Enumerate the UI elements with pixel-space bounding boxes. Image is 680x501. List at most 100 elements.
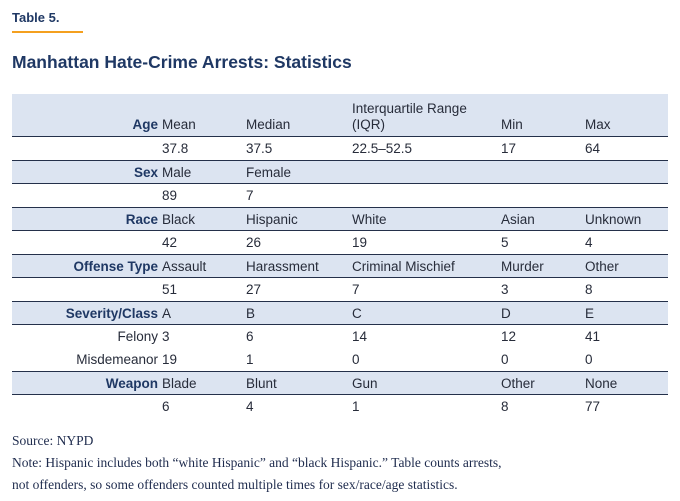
value-cell: 7 xyxy=(352,282,360,297)
note-line-1: Note: Hispanic includes both “white Hisp… xyxy=(12,455,502,470)
value-cell: Blunt xyxy=(246,375,277,391)
value-cell: 41 xyxy=(585,329,601,344)
value-cell: Criminal Mischief xyxy=(352,258,455,274)
value-cell xyxy=(497,161,581,184)
value-cell: 4 xyxy=(585,235,593,250)
value-cell: 89 xyxy=(162,188,178,203)
table-data-row: 37.8 37.5 22.5–52.5 17 64 xyxy=(12,137,668,161)
value-cell: 1 xyxy=(352,399,360,414)
row-label-cell: Weapon xyxy=(105,375,158,391)
table-data-row: 6 4 1 8 77 xyxy=(12,395,668,419)
table-footer: Source: NYPD Note: Hispanic includes bot… xyxy=(12,430,668,496)
row-label-cell xyxy=(12,137,158,161)
row-label-cell: Felony xyxy=(117,329,158,344)
value-cell: 42 xyxy=(162,235,178,250)
page-title: Manhattan Hate-Crime Arrests: Statistics xyxy=(12,52,352,72)
row-label-cell: Offense Type xyxy=(73,258,158,274)
value-cell: 22.5–52.5 xyxy=(352,141,413,156)
value-cell: 19 xyxy=(352,235,368,250)
value-cell: Gun xyxy=(352,375,378,391)
value-cell: Asian xyxy=(501,211,535,227)
value-cell: 7 xyxy=(246,188,254,203)
table-data-row: Misdemeanor 19 1 0 0 0 xyxy=(12,348,668,372)
value-cell: 77 xyxy=(585,399,601,414)
value-cell: 37.5 xyxy=(246,141,273,156)
value-cell: 4 xyxy=(246,399,254,414)
value-cell: Murder xyxy=(501,258,544,274)
row-label-cell: Misdemeanor xyxy=(76,352,158,367)
value-cell xyxy=(348,184,497,208)
value-cell: 8 xyxy=(501,399,509,414)
value-cell: None xyxy=(585,375,618,391)
value-cell: Unknown xyxy=(585,211,642,227)
value-cell: 0 xyxy=(585,352,593,367)
row-label-cell xyxy=(12,184,158,208)
value-cell: 64 xyxy=(585,141,601,156)
value-cell: Male xyxy=(162,164,192,180)
value-cell xyxy=(497,184,581,208)
value-cell: 3 xyxy=(162,329,170,344)
row-label-cell: Age xyxy=(132,117,158,132)
value-cell: 51 xyxy=(162,282,178,297)
row-label-cell: Sex xyxy=(133,164,158,180)
value-cell xyxy=(581,161,668,184)
table-header-row: Offense Type Assault Harassment Criminal Mi… xyxy=(12,254,668,278)
value-cell: Other xyxy=(585,258,619,274)
value-cell: D xyxy=(501,305,511,321)
table-header-row: Age Mean Median Interquartile Range (IQR) Mi… xyxy=(12,94,668,137)
value-cell: Hispanic xyxy=(246,211,298,227)
value-cell: C xyxy=(352,305,362,321)
accent-rule xyxy=(12,31,83,33)
value-cell: Interquartile Range (IQR) xyxy=(352,101,467,132)
value-cell: A xyxy=(162,305,172,321)
value-cell: 3 xyxy=(501,282,509,297)
value-cell: Blade xyxy=(162,375,197,391)
value-cell: 17 xyxy=(501,141,517,156)
note-line-2: not offenders, so some offenders counted… xyxy=(12,477,458,492)
value-cell: E xyxy=(585,305,595,321)
statistics-table: Age Mean Median Interquartile Range (IQR) Mi… xyxy=(12,94,668,418)
value-cell: 37.8 xyxy=(162,141,189,156)
value-cell: Mean xyxy=(162,117,196,132)
value-cell xyxy=(581,184,668,208)
row-label-cell xyxy=(12,395,158,419)
value-cell: 0 xyxy=(352,352,360,367)
value-cell: Assault xyxy=(162,258,207,274)
value-cell: Median xyxy=(246,117,291,132)
value-cell: 12 xyxy=(501,329,517,344)
row-label-cell xyxy=(12,278,158,302)
value-cell xyxy=(348,161,497,184)
value-cell: 5 xyxy=(501,235,509,250)
table-header-row: Severity/Class A B C D E xyxy=(12,301,668,325)
table-data-row: 42 26 19 5 4 xyxy=(12,231,668,255)
row-label-cell xyxy=(12,231,158,255)
value-cell: B xyxy=(246,305,256,321)
stats-table-body: Age Mean Median Interquartile Range (IQR) Mi… xyxy=(12,94,668,418)
table-data-row: 89 7 xyxy=(12,184,668,208)
value-cell: 6 xyxy=(246,329,254,344)
table-data-row: Felony 3 6 14 12 41 xyxy=(12,325,668,349)
value-cell: Other xyxy=(501,375,535,391)
value-cell: 19 xyxy=(162,352,178,367)
value-cell: White xyxy=(352,211,387,227)
source-line: Source: NYPD xyxy=(12,433,94,448)
value-cell: 26 xyxy=(246,235,262,250)
value-cell: 1 xyxy=(246,352,254,367)
value-cell: 6 xyxy=(162,399,170,414)
value-cell: Harassment xyxy=(246,258,319,274)
value-cell: 8 xyxy=(585,282,593,297)
value-cell: 14 xyxy=(352,329,368,344)
value-cell: Min xyxy=(501,117,523,132)
table-header-row: Race Black Hispanic White Asian Unknown xyxy=(12,207,668,231)
table-number-label: Table 5. xyxy=(12,10,60,25)
row-label-cell: Severity/Class xyxy=(65,305,158,321)
table-header-row: Weapon Blade Blunt Gun Other None xyxy=(12,371,668,395)
table-data-row: 51 27 7 3 8 xyxy=(12,278,668,302)
value-cell: Black xyxy=(162,211,196,227)
value-cell: Female xyxy=(246,164,292,180)
row-label-cell: Race xyxy=(125,211,158,227)
value-cell: 0 xyxy=(501,352,509,367)
table-header-row: Sex Male Female xyxy=(12,160,668,184)
value-cell: 27 xyxy=(246,282,262,297)
